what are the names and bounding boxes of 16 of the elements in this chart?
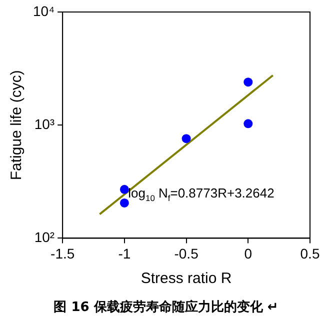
y-tick-label: 10² bbox=[34, 229, 55, 246]
x-axis-title: Stress ratio R bbox=[140, 270, 232, 288]
caption: 图 16 保载疲劳寿命随应力比的变化 ↵ bbox=[52, 298, 280, 316]
y-axis-title: Fatigue life (cyc) bbox=[8, 70, 26, 180]
x-tick-label: -0.5 bbox=[174, 245, 199, 262]
y-tick-label: 10⁴ bbox=[32, 2, 55, 19]
x-tick-label: -1 bbox=[118, 245, 131, 262]
x-tick-label: -1.5 bbox=[50, 245, 75, 262]
point bbox=[244, 119, 253, 128]
x-tick-label: 0.5 bbox=[300, 245, 320, 262]
y-tick-label: 10³ bbox=[34, 116, 55, 132]
point bbox=[120, 184, 129, 194]
point bbox=[120, 198, 129, 208]
x-tick-label: 0 bbox=[244, 245, 252, 262]
point bbox=[182, 134, 191, 144]
point bbox=[244, 78, 253, 87]
